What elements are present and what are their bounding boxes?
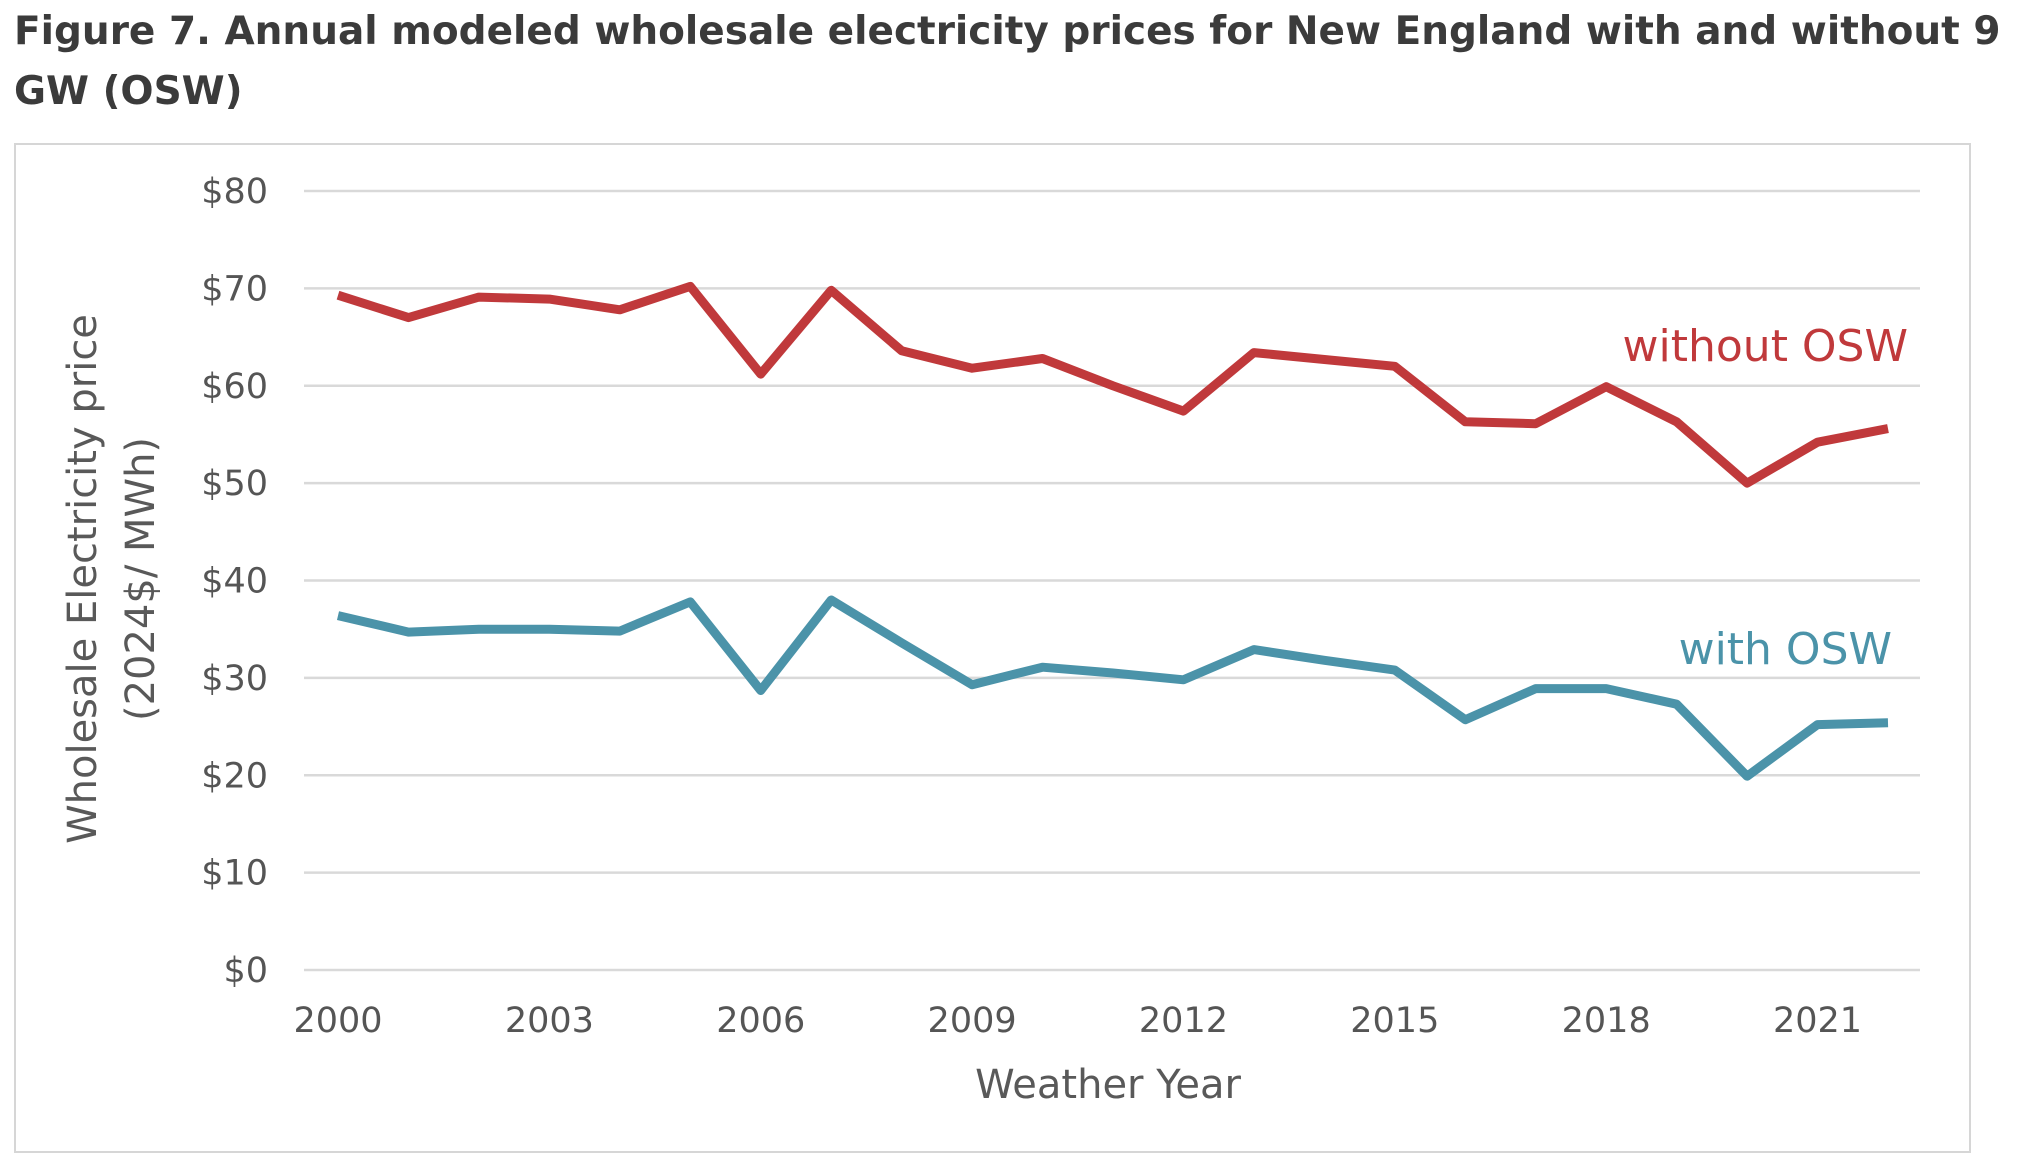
x-axis-title: Weather Year xyxy=(975,1062,1241,1108)
y-tick-label: $20 xyxy=(201,756,268,796)
chart-frame xyxy=(14,143,1971,1153)
series-line-without-osw xyxy=(336,281,1889,488)
series-lines xyxy=(336,281,1889,781)
x-axis-ticks: 2000 2003 2006 2009 2012 2015 2018 2021 xyxy=(293,1001,1862,1041)
y-tick-label: $10 xyxy=(201,854,268,894)
y-tick-label: $60 xyxy=(201,367,268,407)
x-tick-label: 2012 xyxy=(1139,1001,1228,1041)
x-tick-label: 2000 xyxy=(293,1001,382,1041)
y-tick-label: $50 xyxy=(201,464,268,504)
y-axis-ticks: $0 $10 $20 $30 $40 $50 $60 $70 $80 xyxy=(201,172,268,991)
x-tick-label: 2018 xyxy=(1562,1001,1651,1041)
y-tick-label: $0 xyxy=(223,951,268,991)
series-label: without OSW xyxy=(1623,321,1908,372)
x-tick-label: 2021 xyxy=(1773,1001,1862,1041)
y-axis-title: Wholesale Electricity price xyxy=(60,314,106,844)
series-labels: without OSW with OSW xyxy=(1623,321,1908,675)
y-tick-label: $40 xyxy=(201,562,268,602)
y-tick-label: $70 xyxy=(201,269,268,309)
series-line-with-osw xyxy=(336,595,1889,781)
y-tick-label: $30 xyxy=(201,659,268,699)
series-label: with OSW xyxy=(1679,624,1892,675)
x-tick-label: 2003 xyxy=(505,1001,594,1041)
figure-title: Figure 7. Annual modeled wholesale elect… xyxy=(14,9,2001,114)
x-tick-label: 2009 xyxy=(928,1001,1017,1041)
y-axis-units: (2024$/ MWh) xyxy=(118,437,164,721)
x-tick-label: 2006 xyxy=(716,1001,805,1041)
x-tick-label: 2015 xyxy=(1350,1001,1439,1041)
y-tick-label: $80 xyxy=(201,172,268,212)
gridlines xyxy=(304,189,1920,972)
